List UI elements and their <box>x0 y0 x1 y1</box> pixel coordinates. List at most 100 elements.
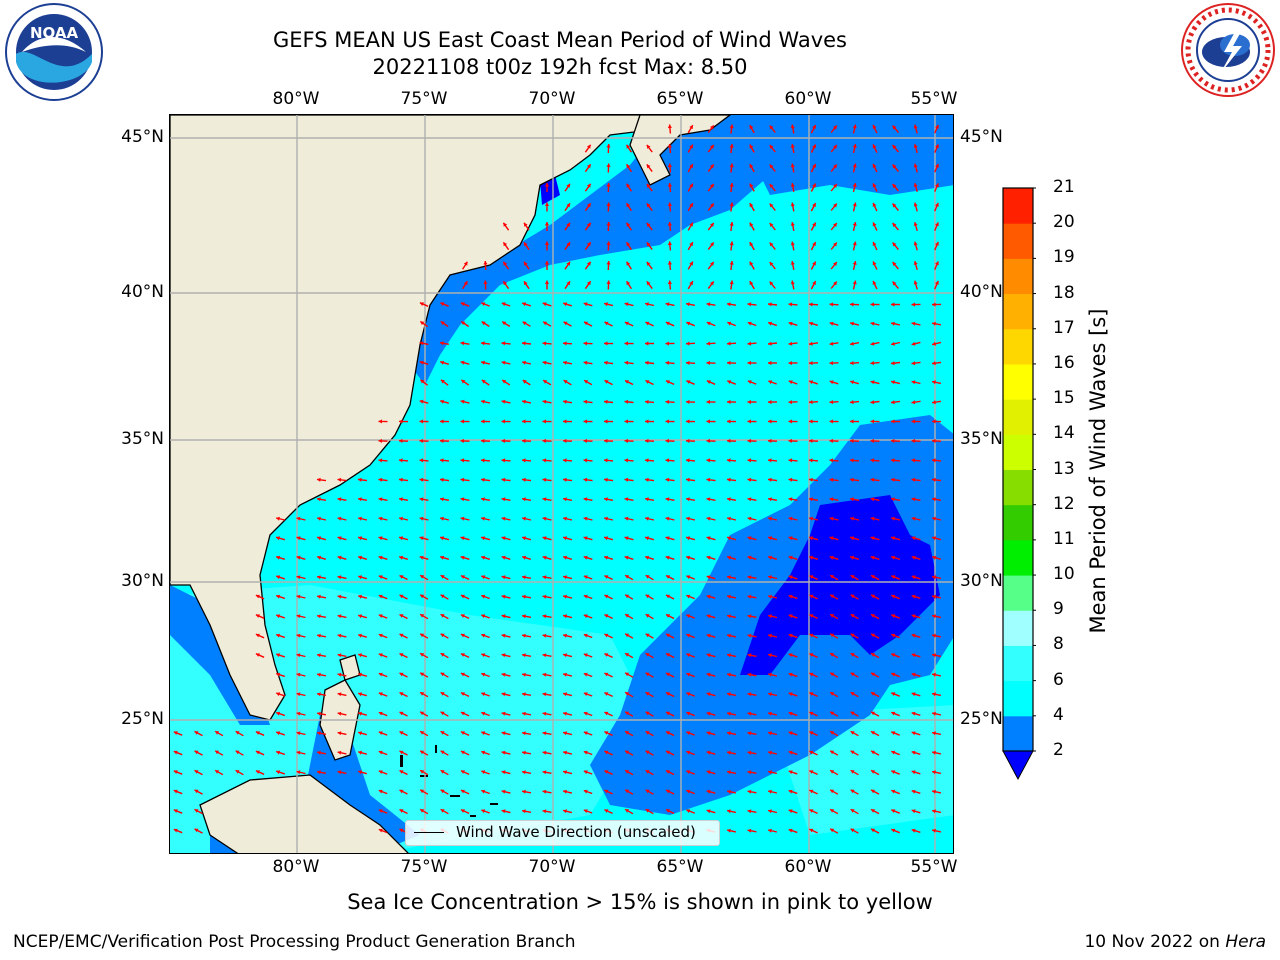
wave-direction-arrowhead <box>604 536 608 541</box>
wave-direction-arrowhead <box>378 555 383 560</box>
wave-direction-arrowhead <box>872 241 877 246</box>
wave-direction-arrowhead <box>235 750 240 755</box>
wave-direction-arrowhead <box>809 575 814 579</box>
wave-direction-arrowhead <box>809 497 813 502</box>
wave-direction-arrowhead <box>913 124 918 129</box>
wave-direction-arrowhead <box>710 144 714 149</box>
wave-direction-arrowhead <box>460 360 465 365</box>
colorbar-tick-label: 14 <box>1053 423 1075 444</box>
wave-direction-arrowhead <box>215 731 220 735</box>
wave-direction-arrowhead <box>296 536 301 541</box>
wave-direction-arrowhead <box>710 222 714 227</box>
wave-direction-arrowhead <box>399 477 403 482</box>
wave-direction-arrowhead <box>871 770 875 774</box>
wave-direction-arrowhead <box>686 731 691 735</box>
wave-direction-arrowhead <box>790 183 795 187</box>
wave-direction-arrowhead <box>522 633 526 638</box>
wave-direction-arrowhead <box>686 458 690 463</box>
colorbar <box>1002 187 1036 781</box>
wave-direction-arrowhead <box>666 809 670 813</box>
wave-direction-arrowhead <box>706 360 710 365</box>
wave-direction-arrowhead <box>378 594 383 599</box>
wave-direction-arrowhead <box>788 750 793 755</box>
colorbar-tick-label: 19 <box>1053 247 1075 268</box>
wave-direction-arrowhead <box>481 594 486 599</box>
wave-direction-arrowhead <box>665 438 669 443</box>
wave-direction-arrowhead <box>173 789 178 794</box>
wave-direction-arrowhead <box>790 202 795 207</box>
wave-direction-arrowhead <box>689 203 693 208</box>
wave-direction-arrowhead <box>522 575 526 580</box>
wave-direction-arrowhead <box>399 438 403 443</box>
colorbar-segment <box>1003 680 1033 717</box>
wave-direction-arrowhead <box>830 809 835 813</box>
wave-direction-arrowhead <box>729 183 734 187</box>
wave-direction-arrowhead <box>686 360 690 365</box>
wave-direction-arrowhead <box>812 281 816 285</box>
wave-direction-arrowhead <box>625 594 630 599</box>
wave-direction-arrowhead <box>686 750 691 755</box>
wave-direction-arrowhead <box>747 809 752 814</box>
wave-direction-arrowhead <box>625 770 630 774</box>
wave-direction-arrowhead <box>584 321 588 326</box>
wave-direction-arrowhead <box>317 477 321 482</box>
wave-direction-arrowhead <box>544 183 550 187</box>
wave-direction-arrowhead <box>645 731 650 735</box>
wave-direction-arrowhead <box>747 711 752 716</box>
wave-direction-arrowhead <box>358 672 362 677</box>
wave-direction-arrowhead <box>710 125 714 130</box>
wave-direction-arrowhead <box>358 575 362 580</box>
wave-direction-arrowhead <box>586 144 591 149</box>
wave-direction-arrowhead <box>604 321 609 326</box>
wave-direction-arrowhead <box>501 341 506 346</box>
wave-direction-arrowhead <box>399 536 403 541</box>
wave-direction-arrowhead <box>440 711 445 716</box>
wave-direction-arrowhead <box>852 144 857 148</box>
wave-direction-arrowhead <box>501 516 506 521</box>
wave-direction-arrowhead <box>769 145 774 149</box>
lon-tick-bottom: 75°W <box>400 857 448 877</box>
wave-direction-arrowhead <box>440 399 444 404</box>
wave-direction-arrowhead <box>645 419 649 424</box>
wave-direction-arrowhead <box>563 770 567 775</box>
wave-direction-arrowhead <box>727 770 731 775</box>
wave-direction-arrowhead <box>625 809 630 813</box>
wave-direction-arrowhead <box>296 653 301 658</box>
wave-direction-arrowhead <box>645 653 650 657</box>
wave-direction-arrowhead <box>522 594 526 599</box>
wave-direction-arrowhead <box>932 302 936 307</box>
wave-direction-arrowhead <box>727 516 731 521</box>
wave-direction-arrowhead <box>173 809 178 813</box>
wave-direction-arrowhead <box>932 361 936 366</box>
wave-direction-arrowhead <box>706 789 711 794</box>
lon-tick-bottom: 65°W <box>656 857 704 877</box>
wave-direction-arrowhead <box>173 770 178 774</box>
wave-direction-arrowhead <box>829 321 834 326</box>
wave-direction-arrowhead <box>583 731 588 736</box>
wave-direction-arrowhead <box>337 516 342 521</box>
wave-direction-arrowhead <box>255 614 260 618</box>
wave-direction-arrowhead <box>727 302 731 307</box>
wave-direction-arrowhead <box>604 653 609 657</box>
wave-direction-arrowhead <box>749 203 754 208</box>
wave-direction-arrowhead <box>749 125 754 130</box>
wave-direction-arrowhead <box>932 419 936 424</box>
wave-direction-arrowhead <box>830 614 835 618</box>
wave-direction-arrowhead <box>296 731 301 736</box>
wave-direction-arrowhead <box>667 241 672 246</box>
wave-direction-arrowhead <box>481 497 485 502</box>
wave-direction-arrowhead <box>830 731 835 735</box>
wave-direction-arrowhead <box>419 419 423 424</box>
wave-direction-arrowhead <box>460 750 465 755</box>
wave-direction-arrowhead <box>501 750 506 755</box>
wave-direction-arrowhead <box>871 633 875 638</box>
wave-direction-arrowhead <box>809 692 814 696</box>
wave-direction-arrowhead <box>768 458 772 463</box>
wave-direction-arrowhead <box>911 458 916 463</box>
wave-direction-arrowhead <box>460 711 465 716</box>
wave-direction-arrowhead <box>481 477 485 482</box>
wave-direction-arrowhead <box>768 536 772 541</box>
wave-direction-arrowhead <box>460 731 465 735</box>
wave-direction-arrowhead <box>358 633 362 638</box>
wave-direction-arrowhead <box>419 516 424 521</box>
